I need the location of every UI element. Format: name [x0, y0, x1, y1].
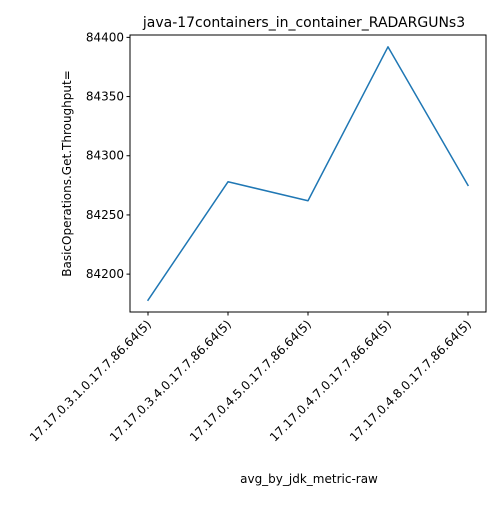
- y-axis-label: BasicOperations.Get.Throughput=: [60, 70, 74, 277]
- x-axis-label: avg_by_jdk_metric-raw: [240, 472, 378, 486]
- x-axis: 17.17.0.3.1.0.17.7.86.64(5)17.17.0.3.4.0…: [27, 312, 474, 444]
- chart-title: java-17containers_in_container_RADARGUNs…: [142, 15, 465, 31]
- y-axis: 84200 84250 84300 84350 84400: [86, 30, 130, 281]
- y-tick-label: 84400: [86, 30, 124, 44]
- series-layer: [146, 46, 470, 302]
- y-tick-label: 84300: [86, 149, 124, 163]
- y-tick-label: 84250: [86, 208, 124, 222]
- plot-area-frame: [129, 34, 487, 313]
- series-line: [146, 46, 470, 302]
- y-tick-label: 84200: [86, 267, 124, 281]
- y-tick-label: 84350: [86, 90, 124, 104]
